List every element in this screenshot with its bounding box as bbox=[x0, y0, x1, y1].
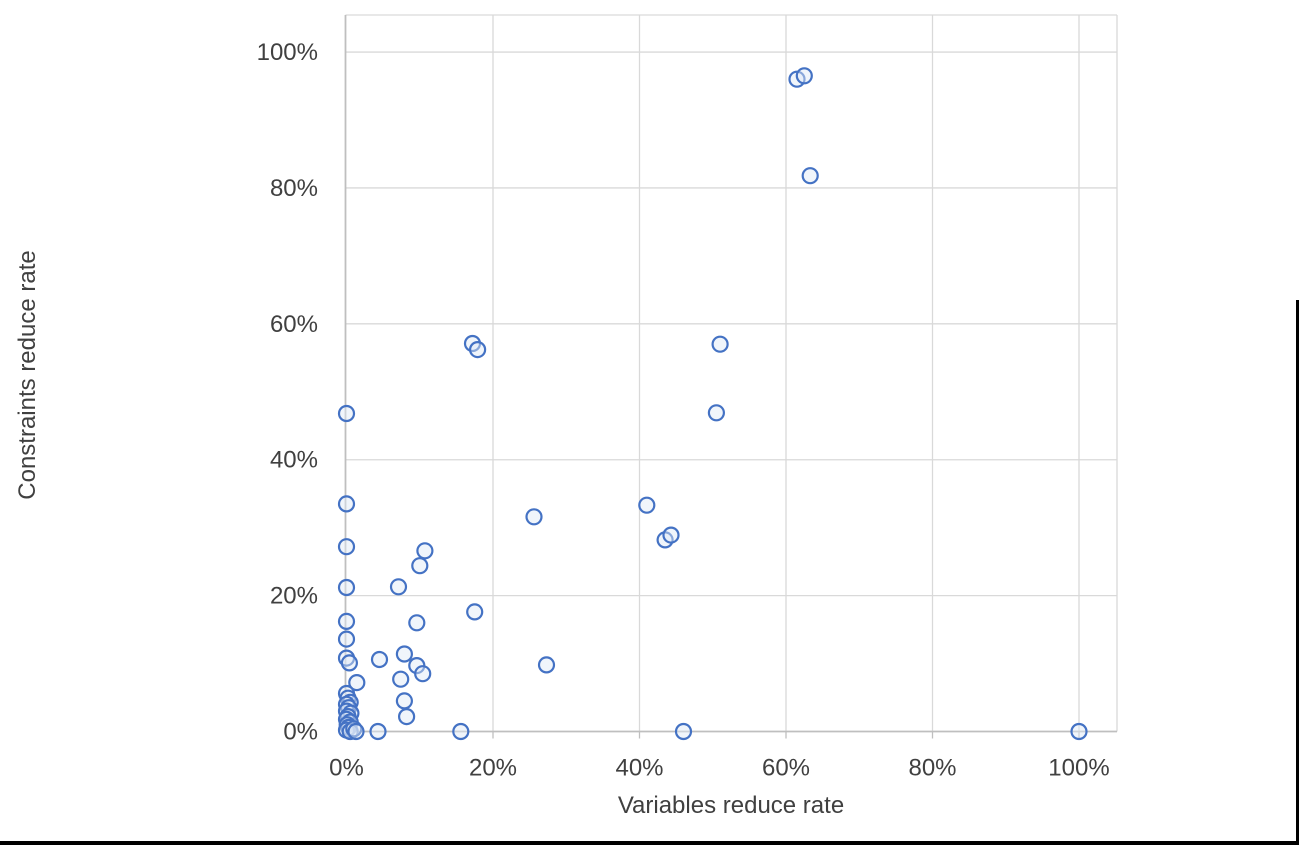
data-point bbox=[389, 578, 408, 596]
data-point bbox=[414, 665, 432, 683]
x-tick-label: 0% bbox=[329, 755, 364, 782]
data-point bbox=[347, 722, 365, 741]
y-tick-label: 100% bbox=[257, 39, 318, 66]
x-tick-label: 40% bbox=[615, 755, 663, 782]
data-point bbox=[337, 495, 356, 513]
y-tick-label: 0% bbox=[283, 719, 318, 746]
y-tick-label: 60% bbox=[270, 311, 318, 338]
y-tick-label: 20% bbox=[270, 583, 318, 610]
data-point bbox=[711, 335, 729, 353]
data-point bbox=[337, 578, 356, 597]
data-point bbox=[337, 538, 356, 556]
data-point bbox=[537, 656, 556, 674]
y-tick-label: 80% bbox=[270, 175, 318, 202]
data-point bbox=[337, 612, 356, 631]
x-tick-label: 100% bbox=[1048, 755, 1109, 782]
data-point bbox=[416, 542, 434, 560]
data-point bbox=[398, 707, 416, 726]
x-tick-label: 60% bbox=[762, 755, 810, 782]
data-point bbox=[340, 654, 358, 672]
x-axis-title: Variables reduce rate bbox=[617, 792, 845, 819]
x-tick-label: 80% bbox=[908, 755, 956, 782]
data-point bbox=[395, 645, 413, 663]
data-point bbox=[662, 526, 680, 544]
y-axis-title: Constraints reduce rate bbox=[14, 250, 41, 500]
page-right-rule bbox=[1296, 300, 1299, 845]
data-point bbox=[452, 722, 470, 741]
data-point bbox=[707, 404, 726, 422]
data-point bbox=[801, 167, 819, 185]
data-point bbox=[674, 722, 693, 741]
y-tick-label: 40% bbox=[270, 447, 318, 474]
data-point bbox=[392, 670, 410, 688]
data-point bbox=[469, 341, 487, 359]
data-point bbox=[638, 496, 656, 514]
data-point bbox=[525, 508, 543, 526]
data-point bbox=[411, 557, 429, 575]
data-point bbox=[395, 692, 413, 710]
x-tick-label: 20% bbox=[469, 755, 517, 782]
data-point bbox=[1070, 722, 1088, 741]
data-point bbox=[370, 650, 389, 669]
data-point bbox=[408, 614, 426, 632]
data-point bbox=[369, 722, 387, 741]
data-point bbox=[795, 67, 813, 85]
data-point bbox=[337, 630, 356, 648]
data-point bbox=[466, 603, 484, 621]
data-point bbox=[337, 404, 356, 423]
page-bottom-rule bbox=[0, 841, 1299, 845]
data-point bbox=[348, 673, 366, 692]
